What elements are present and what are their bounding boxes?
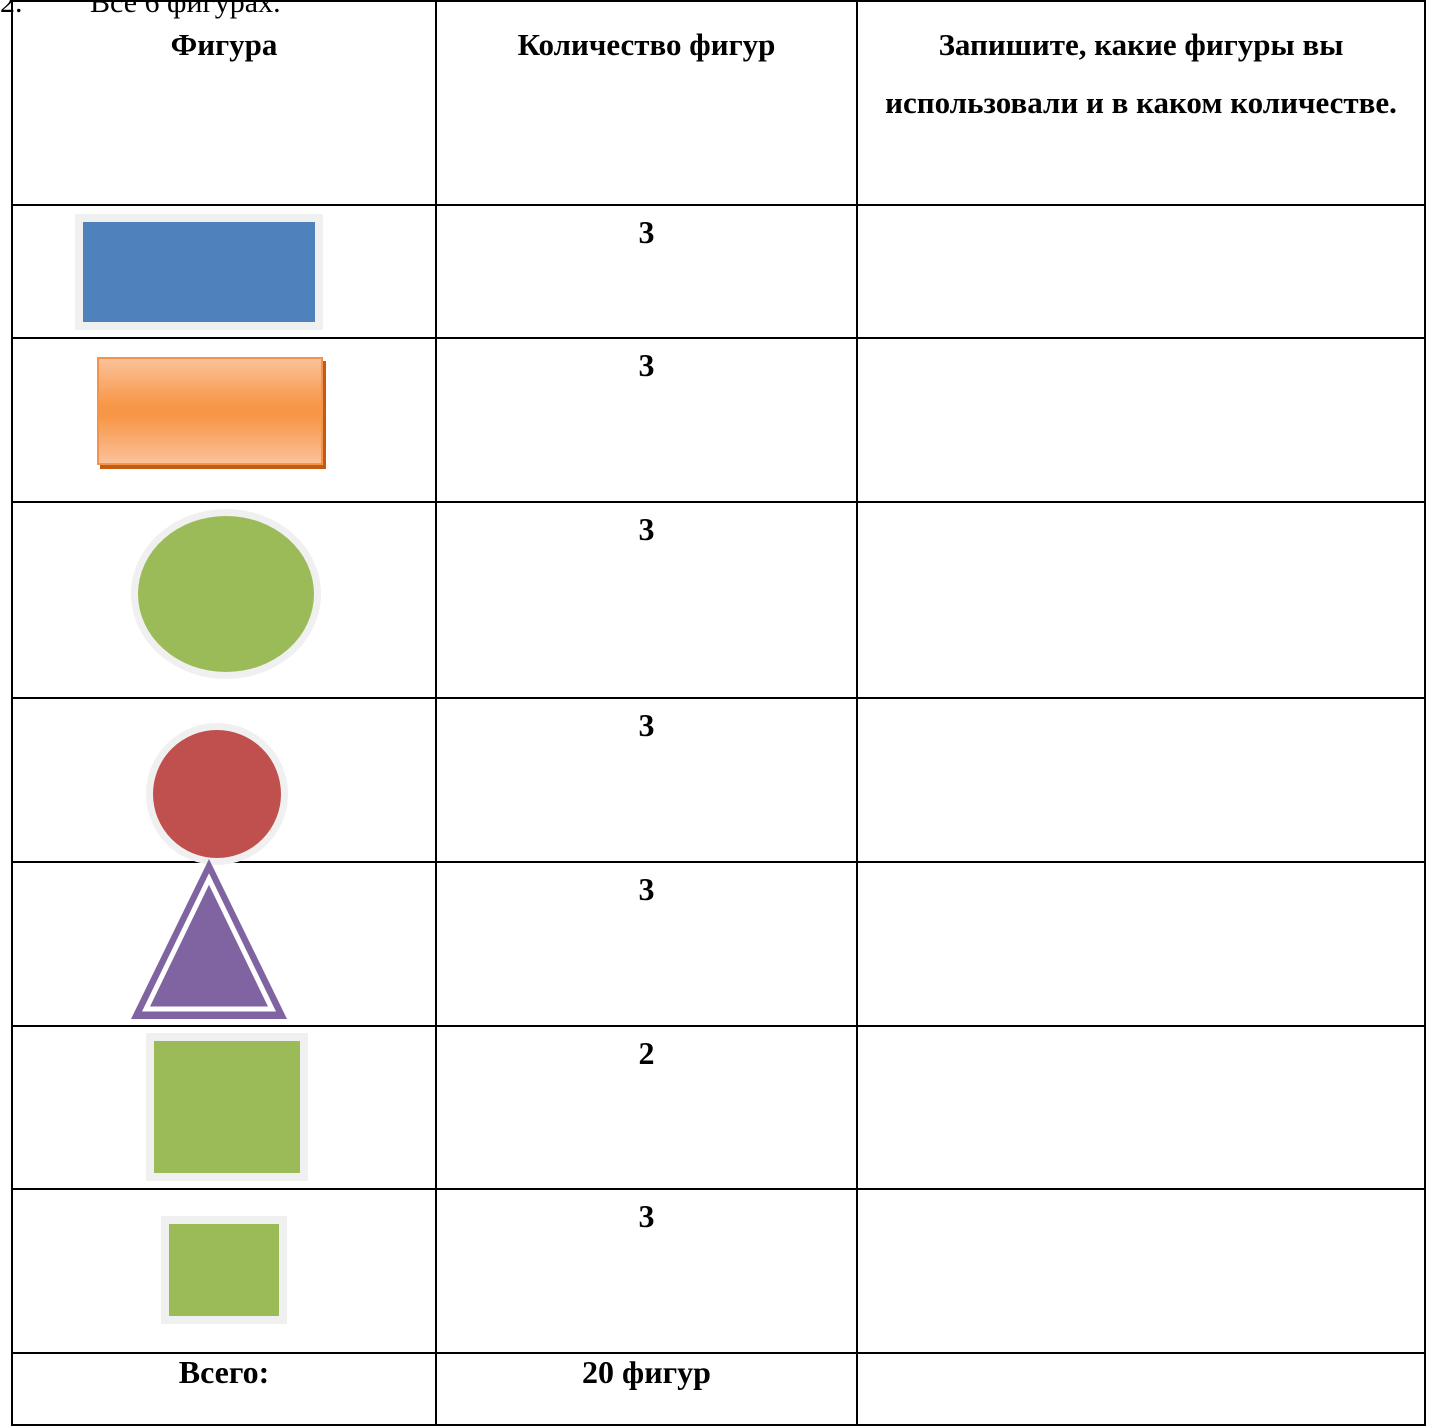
count-cell: 3 <box>435 861 858 1027</box>
count-cell: 3 <box>435 1188 858 1354</box>
answer-cell[interactable] <box>856 501 1426 699</box>
answer-cell[interactable] <box>856 337 1426 503</box>
header-write: Запишите, какие фигуры вы использовали и… <box>856 0 1426 206</box>
table-row: 2 <box>11 1025 1426 1190</box>
shape-cell <box>11 697 437 865</box>
total-row: Всего: 20 фигур <box>11 1352 1426 1426</box>
shape-cell <box>11 1025 437 1190</box>
purple-triangle-shape <box>131 859 287 1019</box>
table-row: 3 <box>11 1188 1426 1354</box>
count-cell: 2 <box>435 1025 858 1190</box>
shape-cell <box>11 204 437 339</box>
table-row: 3 <box>11 337 1426 503</box>
answer-cell[interactable] <box>856 697 1426 863</box>
count-cell: 3 <box>435 501 858 699</box>
table-row: 3 <box>11 859 1426 1027</box>
small-green-square-shape <box>161 1216 287 1324</box>
shape-cell <box>11 337 437 503</box>
table-row: 3 <box>11 501 1426 699</box>
green-square-shape <box>146 1033 308 1181</box>
total-answer-cell[interactable] <box>856 1352 1426 1426</box>
header-row: Фигура Количество фигур Запишите, какие … <box>11 0 1426 206</box>
table-row: 3 <box>11 204 1426 339</box>
answer-cell[interactable] <box>856 1025 1426 1190</box>
blue-rectangle-shape <box>75 214 323 330</box>
header-count: Количество фигур <box>435 0 858 206</box>
count-cell: 3 <box>435 697 858 863</box>
shape-cell <box>11 501 437 699</box>
answer-cell[interactable] <box>856 1188 1426 1354</box>
table-row: 3 <box>11 697 1426 865</box>
shape-cell <box>11 859 437 1027</box>
red-circle-shape <box>146 723 288 865</box>
orange-rectangle-shape <box>97 357 323 465</box>
count-cell: 3 <box>435 204 858 339</box>
answer-cell[interactable] <box>856 204 1426 339</box>
figures-table: Фигура Количество фигур Запишите, какие … <box>11 0 1426 1426</box>
total-label: Всего: <box>11 1352 437 1426</box>
total-value: 20 фигур <box>435 1352 858 1426</box>
shape-cell <box>11 1188 437 1354</box>
green-ellipse-shape <box>131 509 321 679</box>
answer-cell[interactable] <box>856 861 1426 1027</box>
header-figure: Фигура <box>11 0 437 206</box>
count-cell: 3 <box>435 337 858 503</box>
